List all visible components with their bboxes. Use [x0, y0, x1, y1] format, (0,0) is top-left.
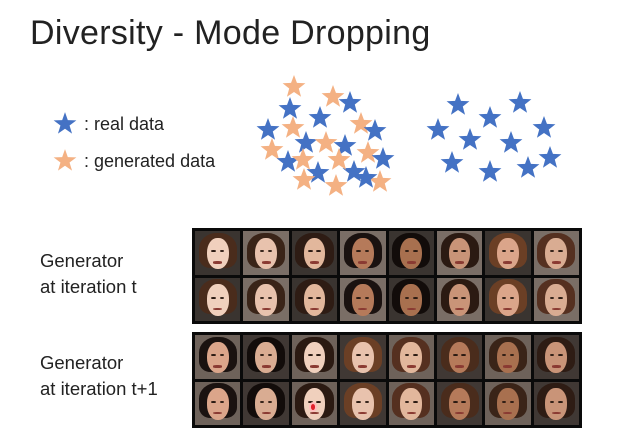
face-thumbnail	[437, 335, 482, 379]
real-data-star	[279, 97, 302, 119]
face-thumbnail	[292, 278, 337, 322]
real-data-star	[447, 93, 470, 115]
face-thumbnail	[292, 335, 337, 379]
red-dot-marker-icon	[309, 402, 317, 412]
real-data-star	[479, 106, 502, 128]
face-thumbnail	[243, 335, 288, 379]
face-thumbnail	[195, 231, 240, 275]
face-thumbnail	[340, 278, 385, 322]
face-thumbnail	[243, 231, 288, 275]
generated-data-star	[369, 170, 392, 192]
real-data-star	[539, 146, 562, 168]
face-thumbnail	[243, 278, 288, 322]
face-thumbnail	[485, 231, 530, 275]
face-thumbnail	[195, 382, 240, 426]
face-thumbnail	[389, 382, 434, 426]
face-thumbnail	[340, 335, 385, 379]
row-label-line1: Generator	[40, 350, 158, 376]
face-thumbnail	[389, 278, 434, 322]
real-data-star	[500, 131, 523, 153]
row-label-iteration-t-plus-1: Generator at iteration t+1	[40, 350, 158, 402]
face-thumbnail	[485, 382, 530, 426]
face-thumbnail	[534, 278, 579, 322]
face-thumbnail	[389, 335, 434, 379]
real-data-star	[517, 156, 540, 178]
star-scatter-diagram	[0, 0, 619, 215]
row-label-line2: at iteration t+1	[40, 376, 158, 402]
face-thumbnail	[534, 231, 579, 275]
generated-data-star	[283, 75, 306, 97]
face-thumbnail	[485, 278, 530, 322]
face-thumbnail	[243, 382, 288, 426]
face-thumbnail	[340, 231, 385, 275]
real-data-star	[533, 116, 556, 138]
real-data-star	[441, 151, 464, 173]
real-data-star	[334, 134, 357, 156]
real-data-star	[257, 118, 280, 140]
real-data-star	[277, 150, 300, 172]
real-data-star	[459, 128, 482, 150]
face-thumbnail	[292, 382, 337, 426]
face-thumbnail	[437, 278, 482, 322]
real-data-star	[479, 160, 502, 182]
face-thumbnail	[437, 231, 482, 275]
generated-data-star	[322, 85, 345, 107]
generated-data-star	[315, 131, 338, 153]
generated-data-star	[261, 138, 284, 160]
face-thumbnail	[195, 335, 240, 379]
face-thumbnail	[437, 382, 482, 426]
row-label-line2: at iteration t	[40, 274, 137, 300]
generated-data-star	[282, 116, 305, 138]
real-data-star	[309, 106, 332, 128]
face-thumbnail	[534, 382, 579, 426]
face-thumbnail	[340, 382, 385, 426]
face-thumbnail	[534, 335, 579, 379]
face-thumbnail	[292, 231, 337, 275]
face-thumbnail	[485, 335, 530, 379]
real-data-star	[427, 118, 450, 140]
row-label-line1: Generator	[40, 248, 137, 274]
real-data-star	[509, 91, 532, 113]
face-grid-iteration-t-plus-1	[192, 332, 582, 428]
face-thumbnail	[195, 278, 240, 322]
face-grid-iteration-t	[192, 228, 582, 324]
row-label-iteration-t: Generator at iteration t	[40, 248, 137, 300]
generated-data-star	[325, 174, 348, 196]
face-thumbnail	[389, 231, 434, 275]
generated-data-star	[357, 141, 380, 163]
